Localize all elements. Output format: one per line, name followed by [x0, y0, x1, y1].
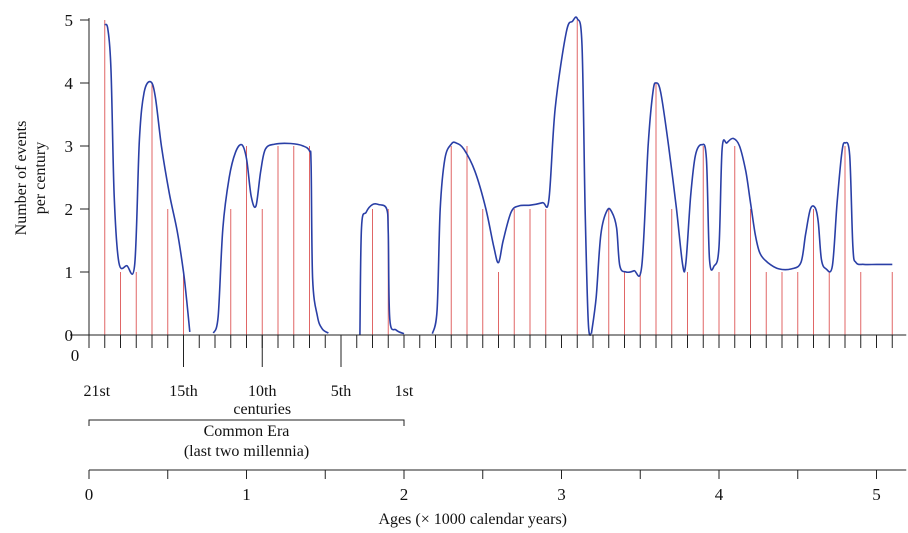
x-tick-label-2: 2 — [400, 485, 409, 504]
curve-segment-0 — [104, 23, 191, 332]
frequency-curve — [104, 16, 893, 336]
x-tick-label-5: 5 — [872, 485, 881, 504]
x-axis-title: Ages (× 1000 calendar years) — [379, 511, 568, 528]
century-label-2: 10th — [248, 383, 276, 400]
century-label-3: 5th — [331, 383, 351, 400]
y-axis-title-line-1: per century — [32, 142, 49, 214]
century-label-0: 21st — [84, 383, 111, 400]
y-axis-title: Number of events per century — [13, 121, 49, 236]
y-axis-title-line-0: Number of events — [13, 121, 30, 236]
curve-segment-1 — [212, 142, 329, 334]
century-label-4: 1st — [395, 383, 414, 400]
common-era-label: Common Era — [204, 423, 290, 440]
curve-segment-4 — [590, 82, 893, 334]
x-tick-label-0: 0 — [85, 485, 94, 504]
y-tick-label-2: 2 — [65, 200, 74, 219]
upper-axis-zero-label: 0 — [71, 346, 80, 365]
y-tick-label-1: 1 — [65, 263, 74, 282]
y-tick-label-3: 3 — [65, 137, 74, 156]
x-tick-label-4: 4 — [715, 485, 724, 504]
axes — [70, 18, 907, 479]
y-tick-label-5: 5 — [65, 11, 74, 30]
curve-segment-2 — [359, 203, 405, 336]
event-bars — [104, 20, 893, 335]
y-tick-label-0: 0 — [65, 326, 74, 345]
century-axis-title: centuries — [233, 401, 291, 418]
x-tick-label-1: 1 — [242, 485, 251, 504]
x-tick-label-3: 3 — [557, 485, 566, 504]
century-label-1: 15th — [169, 383, 197, 400]
labels: 0 1 2 3 4 5 0 21st 15th 10th 5th 1st centuries Common… — [13, 11, 881, 528]
common-era-bracket — [88, 419, 405, 426]
curve-segment-3 — [431, 16, 593, 336]
y-tick-label-4: 4 — [65, 74, 74, 93]
common-era-sublabel: (last two millennia) — [184, 443, 309, 460]
